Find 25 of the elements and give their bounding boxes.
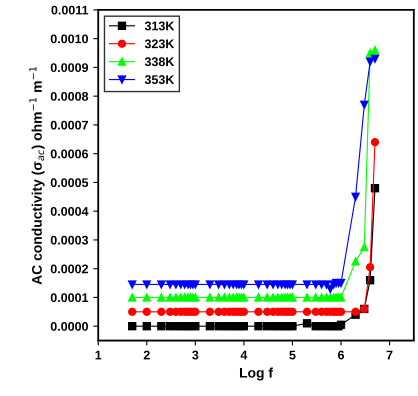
legend-label: 353K	[144, 75, 174, 84]
x-tick-label: 5	[289, 350, 296, 360]
x-tick-label: 3	[192, 350, 198, 360]
x-tick-label: 4	[240, 350, 248, 360]
y-tick-label: 0.0004	[50, 206, 88, 216]
y-tick-label: 0.0001	[50, 293, 88, 302]
y-tick-label: 0.0005	[50, 178, 88, 188]
x-tick-label: 2	[144, 350, 150, 360]
y-tick-label: 0.0007	[50, 120, 88, 130]
y-tick-label: 0.0009	[50, 63, 88, 72]
x-tick-label: 7	[386, 350, 392, 360]
x-tick-label: 1	[96, 350, 102, 360]
y-tick-label: 0.0010	[50, 34, 88, 44]
legend-label: 338K	[144, 57, 174, 66]
y-axis-title: AC conductivity (σ$_{ac}$) ohm$^{−1}$ m$^{−1}$	[29, 66, 45, 285]
y-tick-label: 0.0000	[50, 322, 88, 331]
y-tick-label: 0.0006	[50, 149, 88, 158]
legend-label: 313K	[144, 21, 174, 30]
y-tick-label: 0.0003	[50, 236, 88, 245]
y-tick-label: 0.0011	[51, 6, 88, 15]
y-tick-label: 0.0008	[50, 92, 88, 101]
x-axis-title: Log f	[240, 367, 274, 380]
y-tick-label: 0.0002	[50, 264, 88, 274]
x-tick-label: 6	[338, 350, 344, 360]
legend-label: 323K	[144, 39, 174, 48]
